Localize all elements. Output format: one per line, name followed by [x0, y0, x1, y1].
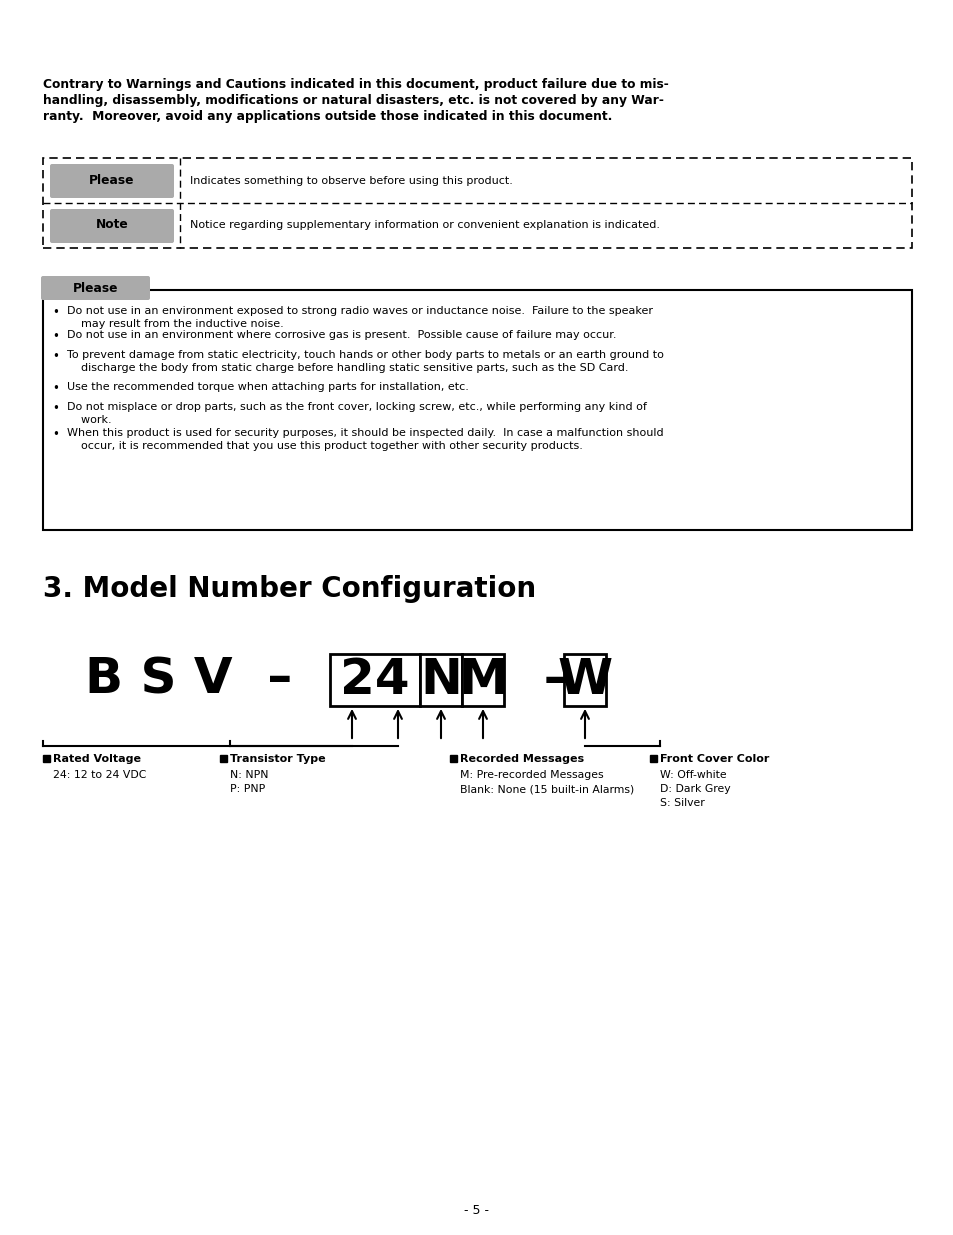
Bar [43, 158, 911, 248]
Bar [450, 755, 456, 762]
Text: Use the recommended torque when attaching parts for installation, etc.: Use the recommended torque when attachin… [67, 382, 468, 391]
Text: Do not misplace or drop parts, such as the front cover, locking screw, etc., whi: Do not misplace or drop parts, such as t… [67, 403, 646, 425]
Text: N: NPN
P: PNP: N: NPN P: PNP [230, 769, 268, 794]
Bar [563, 655, 605, 706]
FancyBboxPatch shape [50, 164, 173, 198]
Text: Do not use in an environment where corrosive gas is present.  Possible cause of : Do not use in an environment where corro… [67, 330, 616, 340]
Text: Recorded Messages: Recorded Messages [459, 755, 583, 764]
Text: –: – [509, 656, 602, 704]
Text: 24: 12 to 24 VDC: 24: 12 to 24 VDC [53, 769, 146, 781]
Text: •: • [52, 306, 59, 319]
Text: Please: Please [72, 282, 118, 294]
Text: W: W [557, 656, 612, 704]
Bar [461, 655, 503, 706]
Text: Front Cover Color: Front Cover Color [659, 755, 768, 764]
Text: •: • [52, 350, 59, 363]
Bar [43, 290, 911, 530]
Bar [330, 655, 419, 706]
Text: W: Off-white
D: Dark Grey
S: Silver: W: Off-white D: Dark Grey S: Silver [659, 769, 730, 808]
Text: •: • [52, 382, 59, 395]
Text: Note: Note [95, 219, 129, 231]
Text: •: • [52, 403, 59, 415]
Text: M: M [457, 656, 507, 704]
Text: To prevent damage from static electricity, touch hands or other body parts to me: To prevent damage from static electricit… [67, 350, 663, 373]
Text: 24: 24 [340, 656, 410, 704]
Text: When this product is used for security purposes, it should be inspected daily.  : When this product is used for security p… [67, 429, 663, 451]
Bar [649, 755, 657, 762]
Text: •: • [52, 330, 59, 343]
Text: Please: Please [90, 174, 134, 188]
Bar [220, 755, 227, 762]
Text: Rated Voltage: Rated Voltage [53, 755, 141, 764]
Text: Do not use in an environment exposed to strong radio waves or inductance noise. : Do not use in an environment exposed to … [67, 306, 652, 329]
Text: Transistor Type: Transistor Type [230, 755, 325, 764]
Text: Notice regarding supplementary information or convenient explanation is indicate: Notice regarding supplementary informati… [190, 220, 659, 230]
Text: Indicates something to observe before using this product.: Indicates something to observe before us… [190, 177, 513, 186]
FancyBboxPatch shape [50, 209, 173, 243]
Text: •: • [52, 429, 59, 441]
Text: ranty.  Moreover, avoid any applications outside those indicated in this documen: ranty. Moreover, avoid any applications … [43, 110, 612, 124]
Text: Contrary to Warnings and Cautions indicated in this document, product failure du: Contrary to Warnings and Cautions indica… [43, 78, 668, 91]
Bar [419, 655, 461, 706]
Text: 3. Model Number Configuration: 3. Model Number Configuration [43, 576, 536, 603]
Text: N: N [419, 656, 461, 704]
Text: handling, disassembly, modifications or natural disasters, etc. is not covered b: handling, disassembly, modifications or … [43, 94, 663, 107]
Text: M: Pre-recorded Messages
Blank: None (15 built-in Alarms): M: Pre-recorded Messages Blank: None (15… [459, 769, 634, 794]
FancyBboxPatch shape [41, 275, 150, 300]
Text: B S V  –: B S V – [85, 656, 327, 704]
Bar [43, 755, 50, 762]
Text: - 5 -: - 5 - [464, 1203, 489, 1216]
